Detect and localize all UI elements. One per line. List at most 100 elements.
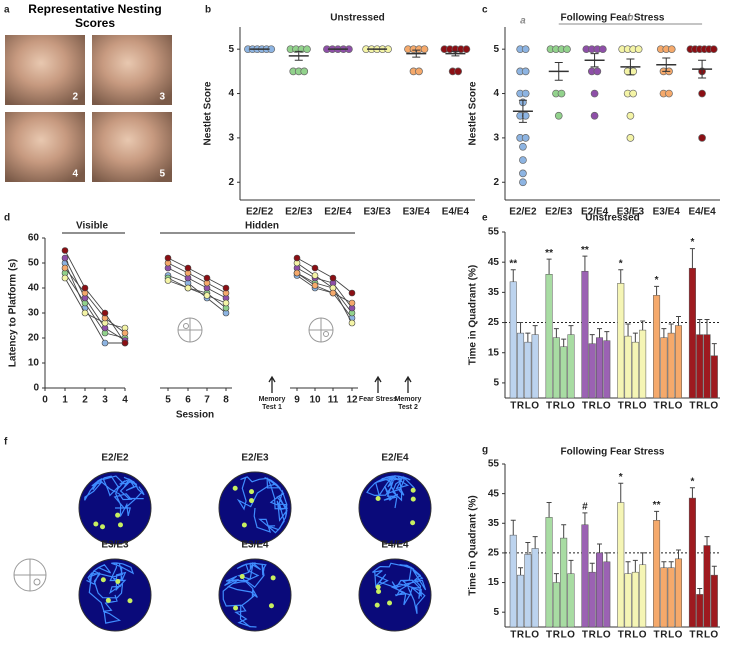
data-point <box>203 292 211 299</box>
bar-label: O <box>675 630 683 641</box>
error-bar <box>618 482 624 503</box>
hotspot <box>100 577 106 583</box>
section-label: Visible <box>76 221 108 232</box>
data-point <box>121 329 129 337</box>
bar-label: R <box>517 401 525 412</box>
bar <box>560 537 568 628</box>
y-tick-label: 25 <box>488 548 500 559</box>
bar-label: T <box>582 401 588 412</box>
y-tick-label: 3 <box>228 133 234 144</box>
data-point <box>420 45 429 54</box>
connector <box>64 262 353 334</box>
chart-title: Unstressed <box>585 213 639 224</box>
bar <box>531 334 539 399</box>
error-bar <box>711 343 717 356</box>
arrow <box>404 375 412 393</box>
y-tick-label: 55 <box>488 227 500 238</box>
error-bar <box>546 258 552 275</box>
swim-path <box>222 562 267 628</box>
error-bar <box>294 50 303 61</box>
data-point <box>329 289 337 297</box>
data-point <box>203 274 211 282</box>
annotation: * <box>655 275 659 286</box>
error-bar <box>582 512 588 525</box>
data-point <box>590 89 599 98</box>
bar <box>674 325 682 399</box>
error-bar <box>697 587 703 595</box>
bar-label: O <box>675 401 683 412</box>
bar-label: L <box>668 630 674 641</box>
bar <box>524 554 532 628</box>
error-bar <box>689 487 695 499</box>
bar-label: O <box>603 401 611 412</box>
x-tick-label: E2/E3 <box>285 207 313 218</box>
x-tick-label: E2/E2 <box>246 207 274 218</box>
error-bar <box>604 331 610 341</box>
y-tick-label: 5 <box>493 607 499 618</box>
bar <box>639 564 647 628</box>
hotspot <box>233 605 239 611</box>
error-bar <box>546 502 552 518</box>
bar-label: L <box>525 630 531 641</box>
y-axis-label: Nestlet Score <box>468 81 479 145</box>
data-point <box>184 284 192 292</box>
data-point <box>121 339 129 347</box>
data-point <box>519 156 527 164</box>
x-tick-label: E4/E4 <box>442 207 470 218</box>
annotation: ** <box>653 500 661 511</box>
annotation: * <box>619 472 623 483</box>
bar-label: O <box>603 630 611 641</box>
bar <box>567 334 575 399</box>
bar-label: R <box>660 401 668 412</box>
annotation: Memory Test 2 <box>394 396 422 411</box>
data-point <box>557 89 566 98</box>
y-tick-label: 4 <box>493 88 499 99</box>
data-point <box>348 299 356 307</box>
bar <box>588 571 596 628</box>
annotation: ** <box>545 248 553 259</box>
x-tick-label: 5 <box>165 395 171 406</box>
error-bar <box>662 57 671 72</box>
error-bar <box>553 328 559 338</box>
swim-path <box>86 562 135 624</box>
x-tick-label: E3/E3 <box>363 207 391 218</box>
panel-letter: e <box>482 213 488 224</box>
bar <box>703 545 711 628</box>
y-tick-label: 50 <box>28 258 40 269</box>
photo-label: 4 <box>72 169 78 180</box>
chart-title: Unstressed <box>330 13 384 24</box>
data-point <box>626 111 635 120</box>
error-bar <box>553 573 559 583</box>
bar <box>696 334 704 399</box>
y-axis-label: Latency to Platform (s) <box>8 259 19 367</box>
y-axis-label: Nestlet Score <box>203 81 214 145</box>
data-point <box>554 111 563 120</box>
bar-label: T <box>546 630 552 641</box>
bar <box>552 582 560 628</box>
photo-label: 2 <box>72 92 78 103</box>
heatmap-label: E2/E4 <box>381 453 409 464</box>
error-bar <box>668 561 674 568</box>
bar <box>509 281 517 399</box>
data-point <box>348 289 356 297</box>
panel-letter: f <box>4 437 8 448</box>
connector <box>64 257 353 341</box>
x-tick-label: 8 <box>223 395 229 406</box>
bar-label: T <box>618 401 624 412</box>
y-tick-label: 5 <box>493 44 499 55</box>
error-bar <box>561 338 567 347</box>
bar <box>581 524 589 628</box>
y-tick-label: 10 <box>28 358 40 369</box>
bar <box>545 274 553 399</box>
error-bar <box>582 255 588 272</box>
error-bar <box>698 59 707 79</box>
data-point <box>300 67 309 76</box>
error-bar <box>604 552 610 562</box>
bar-label: R <box>660 630 668 641</box>
bar <box>567 573 575 628</box>
data-point <box>519 178 527 187</box>
error-bar <box>625 561 631 574</box>
hotspot <box>93 521 99 527</box>
data-point <box>634 45 643 54</box>
bar-label: R <box>553 630 561 641</box>
